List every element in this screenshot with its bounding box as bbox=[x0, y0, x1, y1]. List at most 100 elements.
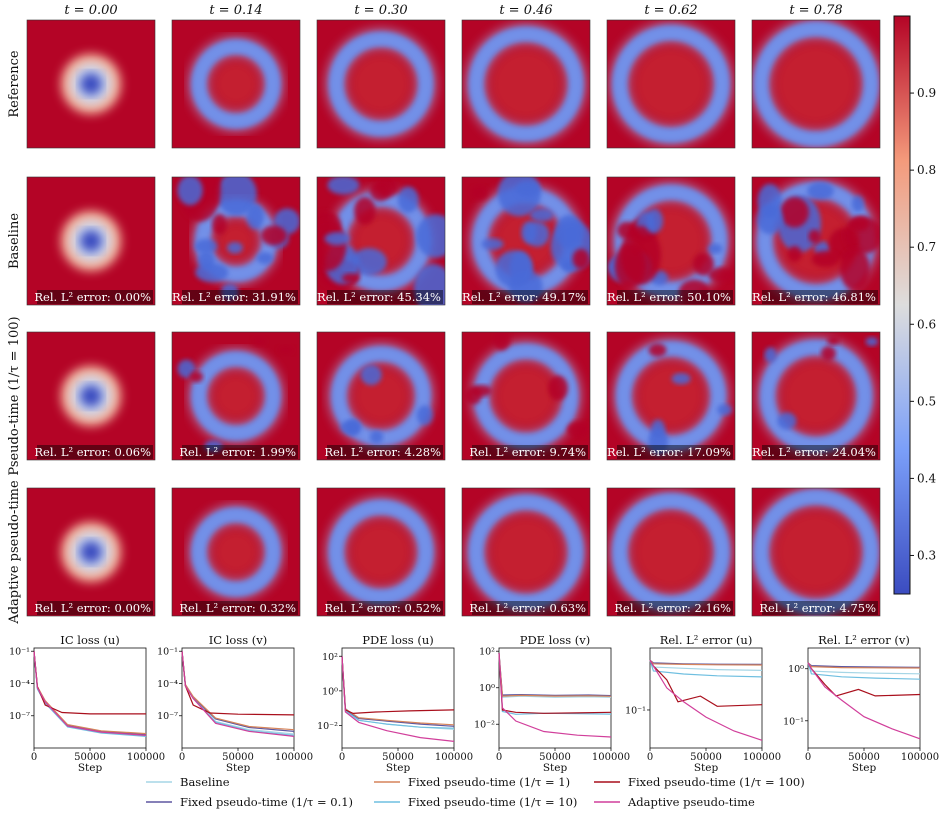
error-label-box bbox=[762, 601, 878, 615]
heatmap-panel bbox=[751, 19, 881, 149]
colorbar-tick-label: 0.3 bbox=[917, 548, 936, 562]
error-label-box bbox=[182, 601, 298, 615]
x-axis-label: Step bbox=[852, 762, 877, 774]
legend-item: Baseline bbox=[146, 775, 230, 789]
error-label-box bbox=[472, 445, 588, 459]
x-tick-label: 50000 bbox=[222, 752, 254, 763]
x-tick-label: 100000 bbox=[127, 752, 165, 763]
x-tick-label: 50000 bbox=[74, 752, 106, 763]
error-label: Rel. L² error: 46.81% bbox=[752, 290, 876, 304]
heatmap-panel bbox=[606, 19, 736, 149]
x-tick-label: 100000 bbox=[592, 752, 630, 763]
error-label: Rel. L² error: 31.91% bbox=[172, 290, 296, 304]
x-axis-label: Step bbox=[386, 762, 411, 774]
series-line bbox=[807, 662, 921, 740]
y-tick-label: 10⁻² bbox=[474, 720, 495, 731]
y-tick-label: 10⁻¹ bbox=[625, 705, 646, 716]
line-chart: Rel. L² error (u) 10⁻¹ 0 50000 100000 Step bbox=[625, 633, 781, 774]
colorbar-gradient bbox=[893, 15, 911, 595]
legend-label: Adaptive pseudo-time bbox=[627, 795, 755, 809]
y-tick-label: 10⁻¹ bbox=[783, 716, 804, 727]
x-tick-label: 0 bbox=[339, 752, 345, 763]
heatmap-panel: Rel. L² error: 17.09% bbox=[606, 331, 736, 461]
x-tick-label: 100000 bbox=[743, 752, 781, 763]
x-tick-label: 0 bbox=[31, 752, 37, 763]
x-tick-label: 0 bbox=[647, 752, 653, 763]
row-label: Pseudo-time (1/τ = 100) bbox=[7, 316, 22, 475]
error-label-box bbox=[182, 290, 298, 304]
y-tick-label: 10⁰ bbox=[788, 664, 804, 675]
error-label: Rel. L² error: 1.99% bbox=[179, 445, 296, 459]
chart-title: IC loss (u) bbox=[60, 633, 119, 647]
y-tick-label: 10⁻⁷ bbox=[157, 711, 178, 722]
heatmap-panel: Rel. L² error: 1.99% bbox=[171, 331, 301, 461]
column-header: t = 0.78 bbox=[789, 3, 842, 18]
heatmap-panel: Rel. L² error: 45.34% bbox=[316, 176, 446, 306]
error-label-box bbox=[472, 290, 588, 304]
column-headers: t = 0.00 t = 0.14 t = 0.30 t = 0.46 t = 0.62… bbox=[64, 3, 842, 18]
x-axis-label: Step bbox=[694, 762, 719, 774]
line-chart: PDE loss (u) 10² 10⁰ 10⁻² 0 50000 100000 Step bbox=[317, 633, 473, 774]
error-label: Rel. L² error: 49.17% bbox=[462, 290, 586, 304]
y-tick-label: 10² bbox=[322, 652, 338, 663]
legend-label: Fixed pseudo-time (1/τ = 100) bbox=[628, 775, 805, 789]
error-label: Rel. L² error: 2.16% bbox=[614, 601, 731, 615]
plot-area bbox=[498, 647, 612, 749]
legend-label: Fixed pseudo-time (1/τ = 0.1) bbox=[180, 795, 353, 809]
row-label: Baseline bbox=[7, 213, 22, 269]
error-label-box bbox=[327, 290, 443, 304]
heatmap-panel bbox=[461, 19, 591, 149]
series-line bbox=[649, 659, 763, 666]
plot-area bbox=[181, 647, 295, 749]
chart-title: Rel. L² error (v) bbox=[818, 633, 910, 647]
legend: Baseline Fixed pseudo-time (1/τ = 0.1) Fix… bbox=[146, 775, 805, 809]
colorbar-tick-label: 0.5 bbox=[917, 394, 936, 408]
colorbar: 0.3 0.4 0.5 0.6 0.7 0.8 0.9 bbox=[893, 15, 936, 595]
y-tick-label: 10⁻¹ bbox=[9, 647, 30, 658]
series-line bbox=[807, 662, 921, 669]
x-tick-label: 0 bbox=[496, 752, 502, 763]
legend-item: Fixed pseudo-time (1/τ = 10) bbox=[374, 795, 577, 809]
x-axis-label: Step bbox=[78, 762, 103, 774]
y-tick-label: 10⁰ bbox=[479, 683, 495, 694]
x-tick-label: 100000 bbox=[435, 752, 473, 763]
x-axis-label: Step bbox=[543, 762, 568, 774]
error-label-box bbox=[37, 445, 153, 459]
error-label: Rel. L² error: 17.09% bbox=[607, 445, 731, 459]
legend-label: Baseline bbox=[180, 775, 230, 789]
error-label-box bbox=[617, 445, 733, 459]
heatmap-panel: Rel. L² error: 4.28% bbox=[316, 331, 446, 461]
y-tick-label: 10⁻² bbox=[317, 721, 338, 732]
row-labels: Reference Baseline Pseudo-time (1/τ = 100)… bbox=[7, 50, 22, 625]
error-label-box bbox=[182, 445, 298, 459]
error-label: Rel. L² error: 0.52% bbox=[324, 601, 441, 615]
x-tick-label: 0 bbox=[179, 752, 185, 763]
error-label-box bbox=[762, 290, 878, 304]
chart-title: PDE loss (v) bbox=[520, 633, 591, 647]
x-tick-label: 100000 bbox=[275, 752, 313, 763]
x-tick-label: 100000 bbox=[901, 752, 939, 763]
legend-item: Fixed pseudo-time (1/τ = 100) bbox=[594, 775, 805, 789]
series-line bbox=[181, 651, 295, 737]
line-chart: PDE loss (v) 10² 10⁰ 10⁻² 0 50000 100000 Step bbox=[474, 633, 630, 774]
error-label-box bbox=[617, 601, 733, 615]
error-label: Rel. L² error: 0.06% bbox=[34, 445, 151, 459]
x-tick-label: 50000 bbox=[690, 752, 722, 763]
error-label-box bbox=[37, 290, 153, 304]
series-line bbox=[649, 659, 763, 741]
legend-item: Fixed pseudo-time (1/τ = 0.1) bbox=[146, 795, 353, 809]
heatmap-panel: Rel. L² error: 0.63% bbox=[461, 487, 591, 617]
y-tick-label: 10⁻⁴ bbox=[157, 679, 178, 690]
y-tick-label: 10⁻⁴ bbox=[9, 679, 30, 690]
error-label-box bbox=[762, 445, 878, 459]
error-label: Rel. L² error: 0.63% bbox=[469, 601, 586, 615]
error-label: Rel. L² error: 50.10% bbox=[607, 290, 731, 304]
series-line bbox=[498, 652, 612, 697]
series-line bbox=[341, 656, 455, 742]
series-line bbox=[649, 660, 763, 678]
column-header: t = 0.00 bbox=[64, 3, 117, 18]
colorbar-ticks: 0.3 0.4 0.5 0.6 0.7 0.8 0.9 bbox=[910, 86, 936, 562]
heatmap-panel bbox=[316, 19, 446, 149]
error-label: Rel. L² error: 4.28% bbox=[324, 445, 441, 459]
